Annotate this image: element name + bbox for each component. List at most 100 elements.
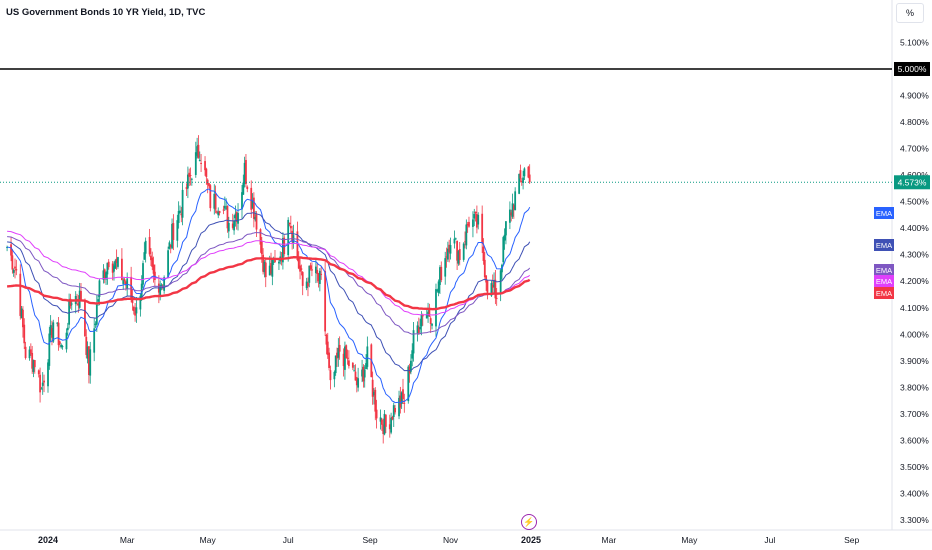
y-tick-label: 3.500% [900, 462, 929, 472]
candle-body [491, 284, 494, 288]
candle-body [132, 307, 135, 312]
lightning-icon[interactable]: ⚡ [521, 514, 537, 530]
candle-body [468, 221, 470, 227]
candle-body [416, 325, 419, 334]
candle-body [93, 328, 96, 353]
candle-body [213, 193, 216, 209]
candle-body [246, 186, 249, 190]
x-tick-label: Mar [602, 535, 617, 545]
candle-body [454, 238, 457, 240]
candle-body [511, 203, 514, 217]
candle-body [69, 298, 72, 307]
candle-body [503, 234, 506, 241]
candle-body [458, 249, 461, 260]
candle-body [272, 261, 275, 263]
candle-body [307, 282, 309, 287]
candle-body [528, 174, 531, 183]
candle-body [168, 242, 171, 249]
candle-body [336, 352, 338, 359]
candle-body [466, 223, 469, 226]
candle-body [181, 189, 184, 218]
candle-body [508, 209, 511, 223]
ema-line [7, 212, 531, 372]
candle-body [493, 280, 495, 287]
candle-body [398, 397, 400, 417]
candle-body [300, 268, 303, 270]
candle-body [167, 250, 169, 278]
candle-body [482, 246, 485, 261]
candle-body [57, 322, 60, 346]
candle-body [194, 152, 197, 175]
candle-body [61, 346, 64, 348]
candle-body [374, 389, 377, 412]
candle-body [39, 374, 41, 393]
candle-body [363, 369, 366, 378]
candle-body [245, 159, 247, 185]
ema-badge [874, 287, 894, 299]
x-tick-label: May [681, 535, 698, 545]
candle-body [254, 216, 257, 220]
candle-body [291, 230, 294, 242]
candle-body [86, 346, 89, 359]
candle-body [280, 260, 283, 262]
candle-body [52, 322, 55, 342]
candle-body [288, 222, 291, 225]
candle-body [260, 241, 263, 255]
candle-body [222, 209, 225, 211]
candle-body [435, 289, 437, 327]
candle-body [233, 220, 235, 231]
candle-body [287, 219, 290, 256]
y-tick-label: 4.100% [900, 303, 929, 313]
unit-button[interactable]: % [896, 3, 924, 23]
candle-body [347, 360, 350, 367]
candle-body [371, 379, 374, 397]
candle-body [102, 270, 105, 280]
candle-body [518, 173, 521, 194]
candle-body [176, 220, 179, 241]
candle-body [105, 272, 107, 280]
y-tick-label: 4.800% [900, 117, 929, 127]
candle-body [15, 268, 18, 271]
candle-body [282, 238, 284, 263]
candle-body [314, 266, 317, 274]
candle-body [243, 162, 246, 184]
candle-body [392, 405, 395, 417]
x-tick-label: Nov [443, 535, 459, 545]
candle-body [311, 269, 313, 271]
candle-body [464, 241, 466, 243]
x-tick-label: Sep [362, 535, 377, 545]
candle-body [48, 333, 51, 366]
y-tick-label: 4.700% [900, 144, 929, 154]
candle-body [209, 185, 212, 209]
candle-body [235, 212, 238, 222]
candle-body [169, 245, 172, 248]
candle-body [160, 284, 163, 287]
x-tick-label: Mar [120, 535, 135, 545]
candle-body [351, 362, 354, 368]
candle-body [380, 419, 383, 425]
candle-body [227, 223, 230, 232]
candle-body [264, 262, 267, 278]
candle-body [65, 332, 68, 350]
candle-body [37, 370, 40, 375]
x-tick-label: Sep [844, 535, 859, 545]
candle-body [522, 177, 524, 183]
candle-body [512, 205, 515, 210]
candle-body [445, 256, 448, 258]
candle-body [410, 360, 412, 372]
candle-body [270, 263, 272, 274]
candle-body [334, 355, 337, 374]
candle-body [23, 324, 26, 344]
candle-body [305, 281, 308, 289]
candle-body [31, 352, 34, 369]
candle-body [150, 255, 152, 261]
candle-body [382, 424, 385, 435]
candle-body [12, 269, 15, 273]
ema-badge [874, 207, 894, 219]
candle-body [505, 221, 507, 236]
candle-body [197, 144, 200, 158]
candle-body [196, 146, 199, 156]
y-tick-label: 4.400% [900, 223, 929, 233]
candle-body [357, 378, 360, 388]
